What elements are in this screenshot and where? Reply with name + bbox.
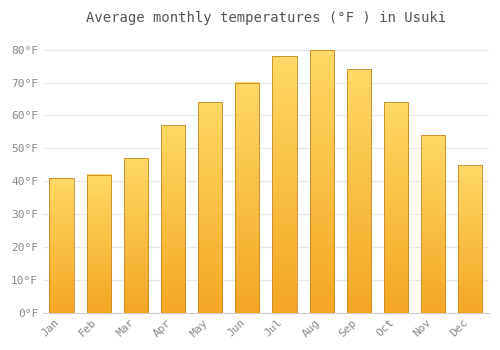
Title: Average monthly temperatures (°F ) in Usuki: Average monthly temperatures (°F ) in Us… (86, 11, 446, 25)
Bar (198, 102, 222, 313)
Bar (86, 175, 111, 313)
Bar (310, 50, 334, 313)
Bar (50, 178, 74, 313)
Bar (272, 56, 296, 313)
Bar (161, 125, 185, 313)
Bar (347, 69, 371, 313)
Bar (421, 135, 445, 313)
Bar (124, 158, 148, 313)
Bar (236, 83, 260, 313)
Bar (384, 102, 408, 313)
Bar (458, 165, 482, 313)
